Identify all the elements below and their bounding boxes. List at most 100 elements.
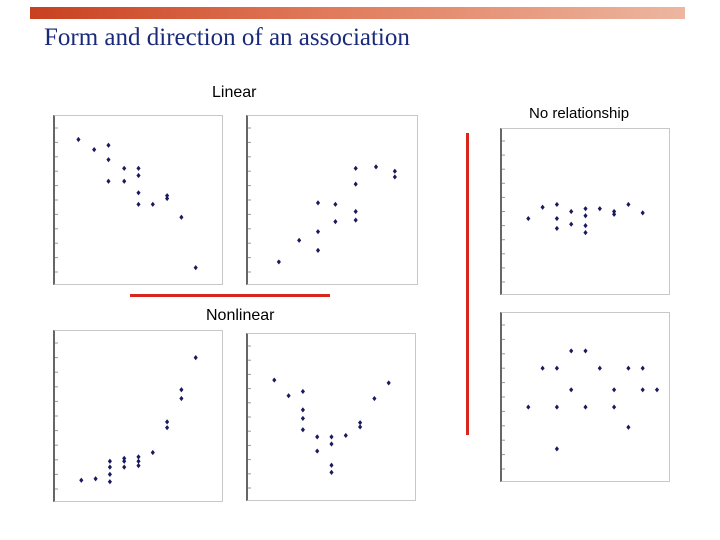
- data-point: [286, 393, 291, 399]
- data-point: [583, 223, 588, 229]
- data-point: [597, 206, 602, 212]
- divider-horizontal: [130, 294, 330, 297]
- data-point: [136, 201, 141, 207]
- data-point: [107, 479, 112, 485]
- data-point: [193, 355, 198, 361]
- data-point: [107, 471, 112, 477]
- data-point: [122, 455, 127, 461]
- data-point: [122, 464, 127, 470]
- data-point: [315, 247, 321, 253]
- scatter-linear-negative-svg: [55, 127, 198, 273]
- data-point: [92, 147, 97, 153]
- data-point: [179, 395, 184, 402]
- data-point: [300, 415, 305, 422]
- data-point: [107, 458, 112, 464]
- data-point: [76, 136, 81, 143]
- data-point: [583, 404, 588, 410]
- data-point: [353, 181, 358, 187]
- data-point: [392, 168, 397, 174]
- data-point: [392, 174, 397, 180]
- data-point: [554, 446, 559, 452]
- data-point: [165, 419, 170, 425]
- data-point: [554, 365, 559, 371]
- data-point: [554, 225, 559, 232]
- data-point: [358, 424, 363, 430]
- divider-vertical: [466, 133, 469, 435]
- scatter-nonlinear-exponential: [53, 330, 223, 502]
- data-point: [554, 404, 559, 410]
- data-point: [654, 387, 660, 393]
- data-point: [276, 259, 281, 265]
- data-point: [583, 230, 588, 236]
- data-point: [179, 387, 184, 393]
- data-point: [165, 425, 170, 431]
- data-point: [353, 208, 358, 215]
- slide-title: Form and direction of an association: [44, 24, 410, 51]
- data-point: [300, 388, 305, 395]
- data-point: [150, 449, 155, 456]
- data-point: [79, 477, 84, 483]
- data-point: [272, 377, 277, 383]
- data-point: [333, 219, 338, 225]
- data-point: [315, 448, 320, 454]
- data-point: [165, 195, 170, 202]
- data-point: [329, 469, 334, 475]
- data-point: [315, 229, 321, 235]
- data-point: [612, 387, 617, 393]
- data-point: [315, 200, 321, 206]
- data-point: [626, 201, 631, 208]
- data-point: [597, 365, 602, 371]
- scatter-no-relationship-top: [500, 128, 670, 295]
- data-point: [329, 434, 334, 440]
- data-point: [569, 387, 574, 393]
- data-point: [554, 201, 559, 208]
- data-point: [626, 424, 631, 430]
- data-point: [193, 265, 198, 271]
- data-point: [150, 201, 155, 207]
- data-point: [612, 404, 617, 410]
- data-point: [540, 204, 545, 210]
- nonlinear-label: Nonlinear: [206, 307, 275, 324]
- scatter-linear-negative: [53, 115, 223, 285]
- data-point: [343, 432, 348, 439]
- data-point: [526, 404, 531, 410]
- data-point: [300, 407, 305, 413]
- scatter-no-relationship-bottom-svg: [502, 324, 660, 470]
- data-point: [122, 178, 127, 184]
- scatter-nonlinear-u-shape: [246, 333, 416, 501]
- data-point: [569, 208, 574, 215]
- data-point: [333, 201, 338, 207]
- data-point: [353, 165, 358, 171]
- data-point: [373, 164, 379, 170]
- data-point: [122, 165, 127, 171]
- scatter-nonlinear-exponential-svg: [55, 342, 198, 490]
- data-point: [300, 427, 305, 433]
- data-point: [315, 434, 320, 440]
- data-point: [583, 213, 588, 219]
- data-point: [329, 441, 334, 447]
- data-point: [386, 380, 391, 386]
- data-point: [583, 348, 588, 354]
- data-point: [136, 165, 141, 171]
- linear-label: Linear: [212, 84, 257, 101]
- data-point: [106, 157, 111, 163]
- scatter-nonlinear-u-shape-svg: [248, 345, 391, 489]
- data-point: [122, 458, 127, 464]
- data-point: [640, 365, 645, 371]
- no-relationship-label: No relationship: [529, 105, 630, 122]
- title-accent-bar: [30, 7, 685, 19]
- data-point: [640, 210, 645, 216]
- data-point: [165, 193, 170, 199]
- data-point: [583, 206, 588, 212]
- data-point: [93, 476, 98, 482]
- scatter-no-relationship-top-svg: [502, 140, 645, 283]
- data-point: [540, 365, 545, 371]
- data-point: [297, 237, 302, 243]
- data-point: [526, 215, 531, 222]
- data-point: [640, 387, 645, 393]
- data-point: [626, 365, 631, 371]
- data-point: [136, 172, 141, 179]
- data-point: [329, 462, 334, 468]
- data-point: [358, 420, 363, 426]
- data-point: [106, 178, 111, 184]
